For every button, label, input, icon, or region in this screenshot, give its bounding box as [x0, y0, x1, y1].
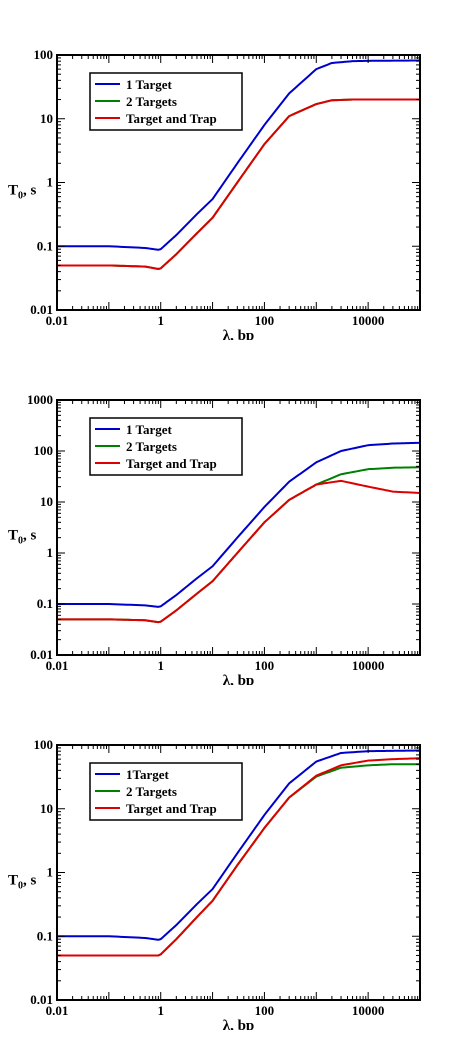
x-tick-label: 10000: [352, 313, 385, 328]
chart-panel-2: 0.01 1 100 10000 0.01 0.1 1 10 100 1000 λ, bp T0, s…: [0, 345, 474, 685]
y-tick-label: 1: [47, 545, 54, 560]
y-tick-label: 0.1: [37, 928, 53, 943]
series-line-1: [57, 441, 420, 608]
y-tick-label: 100: [34, 443, 54, 458]
y-tick-label: 10: [40, 801, 53, 816]
y-axis-label-main: T: [8, 528, 18, 544]
legend-entry: 1 Target: [126, 422, 173, 437]
x-tick-label: 0.01: [46, 658, 69, 673]
x-tick-label: 100: [255, 313, 275, 328]
series-lines: [57, 749, 420, 957]
x-axis-label: λ, bp: [223, 673, 255, 685]
y-axis-label-unit: , s: [23, 528, 37, 544]
x-tick-label: 1: [157, 313, 164, 328]
y-tick-label: 1000: [27, 392, 53, 407]
y-axis-label: T0, s: [8, 183, 37, 202]
y-tick-label: 100: [34, 737, 54, 752]
y-axis-label-subscript: 0: [18, 191, 23, 202]
y-tick-label: 0.01: [30, 302, 53, 317]
legend-entry: Target and Trap: [126, 111, 217, 126]
series-line-3: [57, 98, 420, 270]
y-tick-label: 100: [34, 47, 54, 62]
x-tick-label: 1: [157, 658, 164, 673]
series-lines: [57, 59, 420, 270]
x-tick-label: 0.01: [46, 313, 69, 328]
axis-ticks: [56, 745, 420, 1001]
y-tick-label: 0.1: [37, 596, 53, 611]
y-axis-label-unit: , s: [23, 183, 37, 199]
axis-ticks: [56, 400, 420, 656]
series-line-3: [57, 479, 420, 624]
y-axis-label-unit: , s: [23, 873, 37, 889]
x-tick-label: 100: [255, 658, 275, 673]
legend-entry: 2 Targets: [126, 784, 177, 799]
legend-entry: 1 Target: [126, 77, 173, 92]
y-tick-label: 1: [47, 175, 54, 190]
chart-svg: 0.01 1 100 10000 0.01 0.1 1 10 100 1000 λ, bp T0, s…: [8, 392, 421, 685]
x-tick-label: 10000: [352, 658, 385, 673]
axis-ticks: [56, 55, 420, 311]
legend-entry: 1Target: [126, 767, 170, 782]
x-axis-label: λ, bp: [223, 328, 255, 340]
y-axis-label-main: T: [8, 183, 18, 199]
series-line-1: [57, 59, 420, 251]
y-axis-label: T0, s: [8, 873, 37, 892]
legend: 1Target 2 Targets Target and Trap: [89, 762, 243, 821]
series-lines: [57, 441, 420, 624]
plot-frame: [56, 399, 421, 656]
x-axis-label: λ, bp: [223, 1018, 255, 1030]
legend-entry: Target and Trap: [126, 801, 217, 816]
x-tick-label: 1: [157, 1003, 164, 1018]
series-line-3: [57, 757, 420, 957]
y-tick-label: 0.01: [30, 647, 53, 662]
x-tick-label: 0.01: [46, 1003, 69, 1018]
y-axis-label-main: T: [8, 873, 18, 889]
y-axis-label-subscript: 0: [18, 881, 23, 892]
y-tick-label: 10: [40, 111, 53, 126]
series-line-1: [57, 749, 420, 941]
y-axis-label-subscript: 0: [18, 536, 23, 547]
x-tick-label: 10000: [352, 1003, 385, 1018]
chart-panel-3: 0.01 1 100 10000 0.01 0.1 1 10 100 λ, bp T0, s 1Tar…: [0, 690, 474, 1030]
x-tick-label: 100: [255, 1003, 275, 1018]
y-axis-label: T0, s: [8, 528, 37, 547]
y-tick-label: 0.01: [30, 992, 53, 1007]
series-line-2: [57, 466, 420, 624]
legend-entry: 2 Targets: [126, 94, 177, 109]
legend-entry: Target and Trap: [126, 456, 217, 471]
y-tick-label: 1: [47, 865, 54, 880]
y-tick-label: 10: [40, 494, 53, 509]
legend-entry: 2 Targets: [126, 439, 177, 454]
legend: 1 Target 2 Targets Target and Trap: [89, 72, 243, 131]
y-tick-label: 0.1: [37, 238, 53, 253]
legend: 1 Target 2 Targets Target and Trap: [89, 417, 243, 476]
